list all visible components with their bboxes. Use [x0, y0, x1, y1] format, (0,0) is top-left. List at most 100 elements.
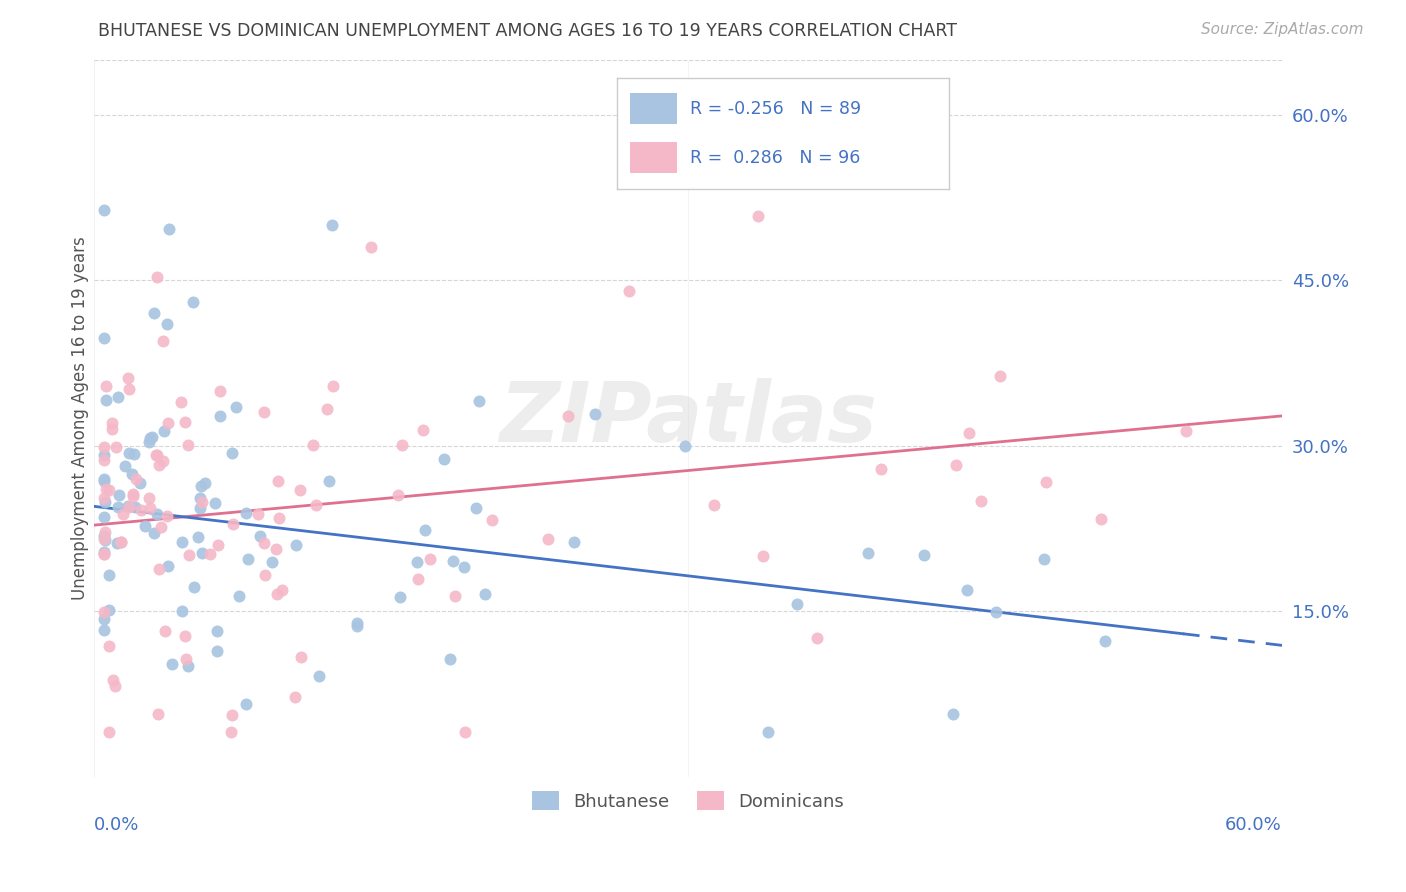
- Point: [1175, 424, 1198, 438]
- Point: [388, 590, 411, 604]
- Point: [190, 479, 212, 493]
- Point: [177, 437, 200, 451]
- Point: [177, 548, 200, 562]
- Point: [454, 725, 477, 739]
- Point: [285, 538, 308, 552]
- Point: [138, 435, 160, 450]
- Point: [806, 631, 828, 645]
- Point: [93, 605, 115, 619]
- Point: [146, 706, 169, 721]
- Point: [481, 513, 503, 527]
- Point: [284, 690, 307, 704]
- Point: [264, 542, 287, 557]
- Point: [474, 587, 496, 601]
- Point: [346, 616, 368, 631]
- Point: [112, 507, 135, 521]
- Point: [170, 604, 193, 618]
- Point: [308, 669, 330, 683]
- Point: [290, 483, 312, 498]
- Point: [315, 402, 337, 417]
- Point: [174, 629, 197, 643]
- Point: [391, 438, 413, 452]
- Point: [405, 555, 427, 569]
- Point: [94, 524, 117, 539]
- Point: [93, 474, 115, 488]
- Point: [752, 549, 775, 564]
- Point: [107, 390, 129, 404]
- Point: [305, 498, 328, 512]
- Point: [131, 503, 153, 517]
- Point: [93, 440, 115, 454]
- Point: [1090, 511, 1112, 525]
- Point: [387, 488, 409, 502]
- Point: [188, 491, 211, 505]
- Point: [152, 334, 174, 348]
- Point: [157, 222, 180, 236]
- Point: [415, 523, 437, 537]
- Point: [93, 533, 115, 547]
- Point: [152, 454, 174, 468]
- Point: [360, 240, 382, 254]
- Point: [346, 619, 368, 633]
- Point: [98, 603, 121, 617]
- Point: [412, 423, 434, 437]
- Point: [121, 489, 143, 503]
- Point: [93, 547, 115, 561]
- Point: [419, 551, 441, 566]
- Point: [194, 476, 217, 491]
- Point: [93, 545, 115, 559]
- Point: [225, 400, 247, 414]
- Text: 0.0%: 0.0%: [94, 816, 139, 834]
- Point: [93, 448, 115, 462]
- Point: [443, 589, 465, 603]
- Point: [537, 532, 560, 546]
- Point: [856, 546, 879, 560]
- Point: [94, 495, 117, 509]
- Point: [235, 697, 257, 711]
- Point: [129, 475, 152, 490]
- Point: [156, 317, 179, 331]
- Point: [254, 568, 277, 582]
- Point: [110, 534, 132, 549]
- Point: [1032, 552, 1054, 566]
- Point: [249, 529, 271, 543]
- Point: [122, 447, 145, 461]
- Point: [176, 651, 198, 665]
- Point: [93, 623, 115, 637]
- Point: [107, 500, 129, 514]
- Point: [181, 295, 204, 310]
- Point: [107, 488, 129, 502]
- Point: [146, 507, 169, 521]
- Point: [150, 519, 173, 533]
- Point: [235, 506, 257, 520]
- Point: [562, 535, 585, 549]
- Point: [138, 491, 160, 506]
- Text: BHUTANESE VS DOMINICAN UNEMPLOYMENT AMONG AGES 16 TO 19 YEARS CORRELATION CHART: BHUTANESE VS DOMINICAN UNEMPLOYMENT AMON…: [98, 22, 957, 40]
- Point: [114, 458, 136, 473]
- Point: [207, 644, 229, 658]
- Point: [557, 409, 579, 424]
- Point: [260, 555, 283, 569]
- Point: [318, 474, 340, 488]
- Point: [94, 379, 117, 393]
- Point: [93, 453, 115, 467]
- Point: [97, 639, 120, 653]
- Point: [246, 507, 269, 521]
- Point: [97, 725, 120, 739]
- Point: [117, 371, 139, 385]
- Point: [207, 538, 229, 552]
- Point: [209, 384, 232, 398]
- Point: [101, 422, 124, 436]
- Point: [988, 369, 1011, 384]
- Point: [118, 500, 141, 515]
- Point: [142, 306, 165, 320]
- Point: [869, 462, 891, 476]
- Text: 60.0%: 60.0%: [1225, 816, 1282, 834]
- Point: [673, 439, 696, 453]
- Point: [93, 547, 115, 561]
- Text: ZIPatlas: ZIPatlas: [499, 377, 877, 458]
- Point: [139, 500, 162, 515]
- Point: [441, 554, 464, 568]
- Point: [267, 511, 290, 525]
- Point: [153, 424, 176, 438]
